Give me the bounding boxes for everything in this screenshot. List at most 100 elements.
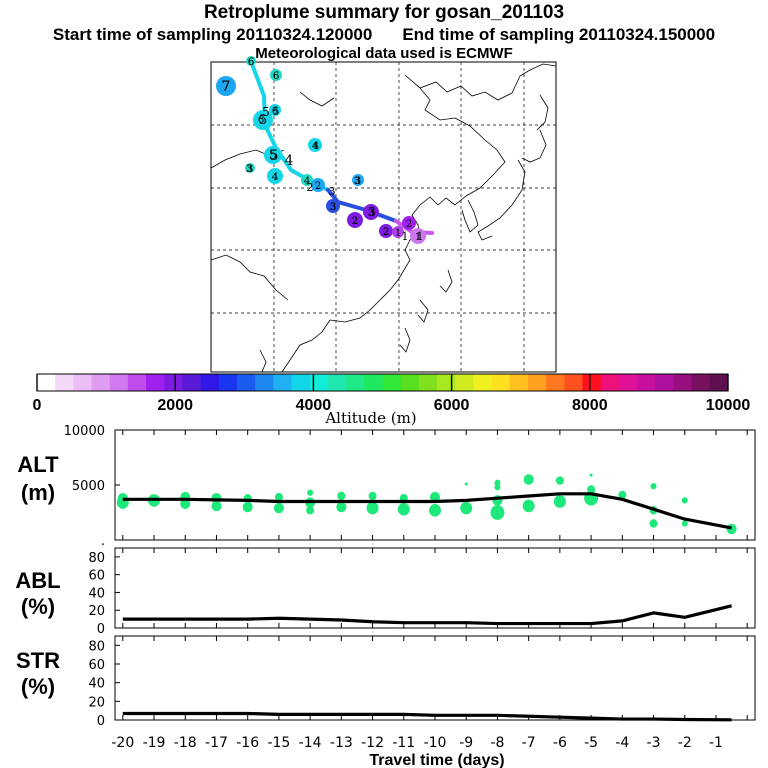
trajectory-point: 4 [308, 138, 322, 152]
data-point [464, 482, 468, 486]
colorbar-swatch [527, 374, 547, 391]
y-tick-label: 20 [88, 695, 105, 710]
data-point [587, 485, 596, 494]
y-tick-label: 5000 [72, 479, 105, 494]
x-tick-label: -20 [111, 735, 134, 751]
x-tick-label: -16 [236, 735, 259, 751]
trajectory-point-label: 6 [272, 106, 278, 117]
trajectory-point: 3 [326, 199, 340, 213]
y-tick-label: 0 [97, 622, 105, 637]
colorbar-swatch [164, 374, 183, 391]
data-point [649, 519, 658, 528]
coastlines [210, 63, 557, 373]
colorbar-swatch [346, 374, 365, 391]
data-point [726, 523, 737, 535]
trajectory-number-label: 6 [273, 71, 279, 82]
colorbar-swatch [437, 374, 456, 391]
colorbar-swatch [491, 374, 511, 391]
trajectory-point: 5 [253, 110, 273, 130]
trajectory-point-marker [245, 163, 255, 173]
abl-panel: 80 60 40 20 0 ABL(%) [15, 547, 756, 637]
trajectory-point-marker [270, 69, 282, 81]
data-point [337, 491, 346, 501]
trajectory-point: 4 [267, 168, 283, 184]
trajectory-point: 1 [392, 226, 404, 239]
colorbar-swatch [127, 374, 147, 391]
trajectory-point: 2 [379, 224, 393, 238]
chart-title: Retroplume summary for gosan_201103 [203, 2, 565, 23]
trajectory-point-label: 4 [304, 176, 310, 187]
y-tick-label: 10000 [64, 424, 105, 439]
trajectory-point: 3 [352, 174, 364, 187]
trajectory-point-marker [347, 212, 363, 228]
colorbar-tick-label: 10000 [706, 397, 751, 414]
abl-series-line [122, 604, 732, 626]
trajectory-segment-2 [326, 188, 398, 223]
x-tick-label: -11 [392, 735, 415, 751]
y-tick-label: 40 [88, 677, 105, 692]
trajectory-point-marker [264, 146, 282, 164]
data-point [522, 499, 535, 513]
trajectory-point-label: 4 [272, 172, 278, 183]
trajectory-point-marker [379, 224, 393, 238]
altitude-panel: 10000 5000. ALT (m) [17, 424, 756, 549]
x-tick-label: -2 [678, 735, 692, 751]
trajectory-point-marker [363, 204, 379, 220]
x-tick-label: -1 [709, 735, 723, 751]
colorbar-ticks: 0 2000 4000 6000 8000 10000 [33, 374, 751, 414]
colorbar-swatches [37, 374, 729, 391]
colorbar-swatch [255, 374, 274, 391]
data-point [589, 473, 593, 477]
x-tick-label: -12 [361, 735, 384, 751]
trajectory-number-label: 6 [248, 57, 254, 68]
data-point [368, 491, 377, 501]
data-point [555, 476, 564, 485]
end-time-label: End time of sampling 20110324.150000 [402, 25, 716, 44]
colorbar-swatch [364, 374, 383, 391]
colorbar-swatch [146, 374, 165, 391]
trajectory-number-label: 4 [313, 141, 319, 152]
trajectory-point-label: 2 [315, 181, 321, 192]
data-point [460, 501, 473, 515]
trajectory-point-label: 5 [259, 113, 267, 128]
data-point [430, 491, 440, 503]
colorbar-swatch [237, 374, 256, 391]
colorbar-swatch [400, 374, 420, 391]
x-tick-label: -8 [490, 735, 504, 751]
colorbar-label: Altitude (m) [324, 409, 416, 427]
y-tick-label: 60 [88, 569, 105, 584]
trajectory-point-marker [392, 226, 404, 238]
data-point [273, 502, 284, 514]
x-tick-label: -4 [615, 735, 629, 751]
colorbar-swatch [673, 374, 693, 391]
trajectory-number-label: 1 [417, 230, 424, 243]
str-ylabel: STR [16, 648, 60, 673]
colorbar-swatch [327, 374, 347, 391]
x-tick-label: -13 [330, 735, 353, 751]
colorbar-swatch [182, 374, 202, 391]
trajectory-point-marker [311, 178, 325, 192]
data-point [681, 520, 688, 527]
trajectory-number-label: 4 [285, 153, 294, 169]
trajectory-number-label: 3 [330, 202, 336, 213]
trajectory-point-marker [267, 168, 283, 184]
data-point [650, 482, 657, 490]
trajectory-number-label: 7 [222, 79, 231, 95]
trajectory-number-label: 6 [258, 115, 264, 126]
trajectory-point-marker [402, 216, 416, 230]
trajectory-point: 5 [264, 146, 282, 164]
data-point [242, 501, 253, 513]
colorbar-swatch [218, 374, 238, 391]
trajectory-point-label: 7 [222, 79, 230, 94]
trajectory-number-label: 3 [246, 164, 252, 175]
trajectory-point-label: 2 [383, 227, 389, 238]
y-tick-label: 20 [88, 604, 105, 619]
trajectory-point: 7 [216, 76, 236, 96]
data-point [211, 500, 222, 512]
colorbar-swatch [273, 374, 292, 391]
colorbar-swatch [37, 374, 56, 391]
trajectory-point-label: 1 [395, 228, 401, 239]
map-gridlines [211, 62, 556, 372]
chart-panels: 100005000.ALT(m)806040200ABL(%)806040200… [15, 424, 756, 768]
